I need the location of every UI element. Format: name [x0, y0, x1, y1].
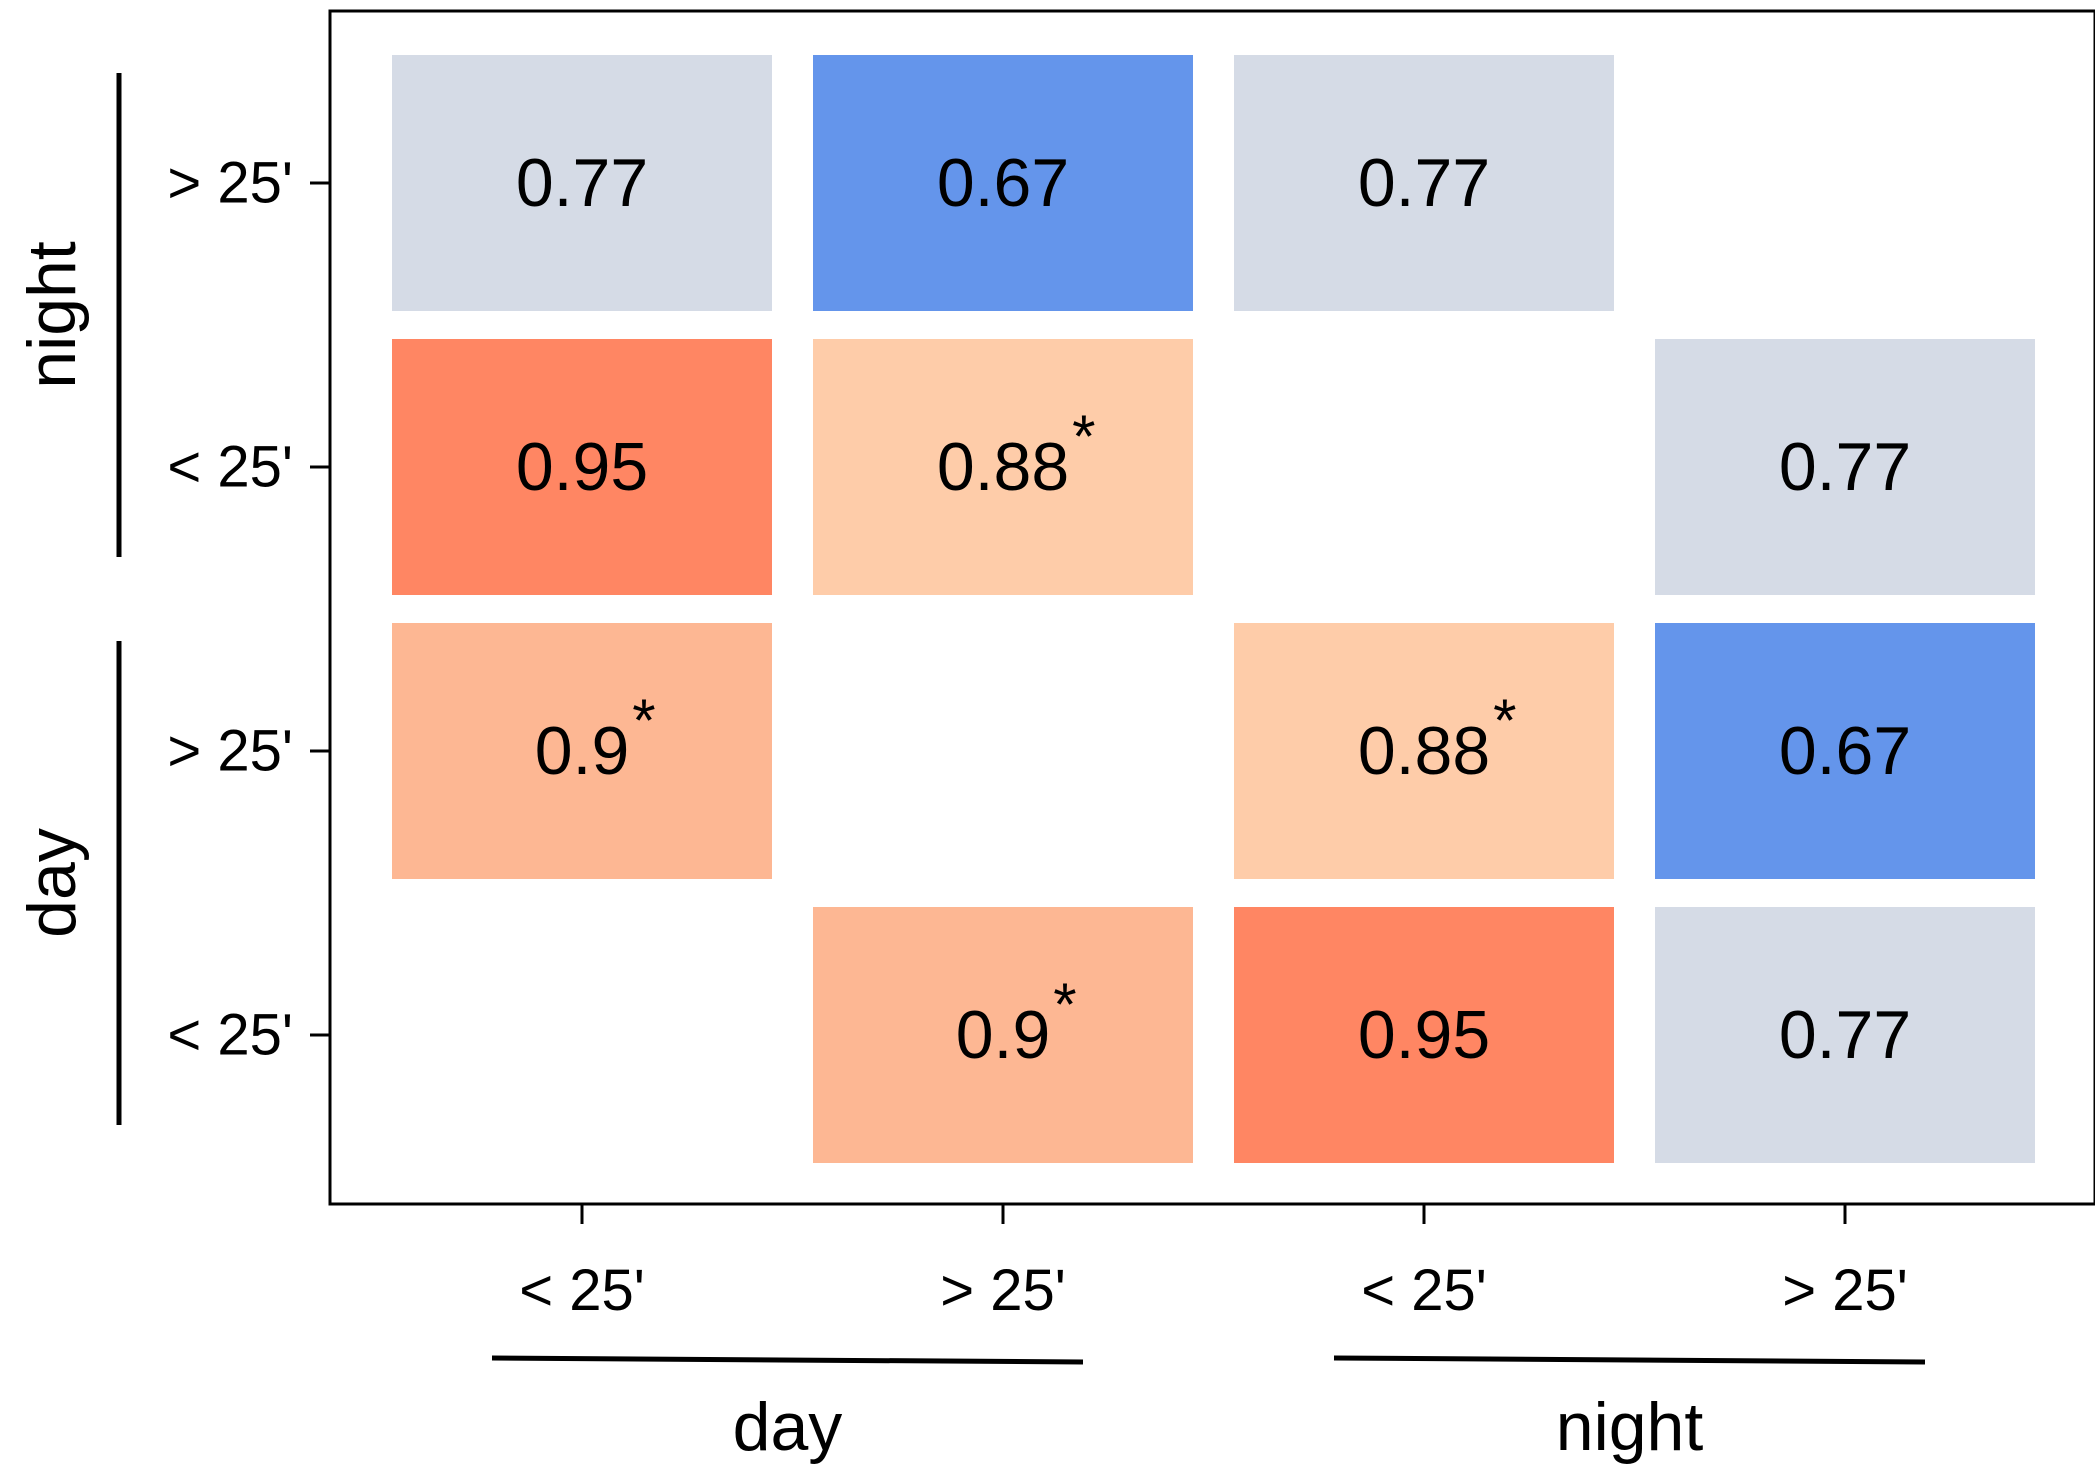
cell-value-label: 0.9 — [956, 997, 1051, 1073]
cell-value-label: 0.77 — [1779, 997, 1911, 1073]
heatmap-cell — [1655, 623, 2035, 879]
heatmap-cells: 0.77 0.67 0.770.95 0.88 * 0.770.9 * 0.88 * 0.670.… — [392, 55, 2035, 1163]
x-group-bracket — [1333, 1355, 1926, 1365]
y-axis: > 25' < 25' > 25' < 25' night day — [14, 73, 330, 1125]
cell-value-label: 0.77 — [516, 145, 648, 221]
y-tick-label: < 25' — [167, 435, 293, 500]
plot-frame — [328, 9, 2095, 1206]
heatmap-cell — [1234, 55, 1614, 311]
cell-value-label: 0.9 — [535, 713, 630, 789]
y-tick-label: < 25' — [167, 1003, 293, 1068]
heatmap-cell — [813, 339, 1193, 595]
heatmap-cell — [392, 623, 772, 879]
significance-marker: * — [1053, 971, 1076, 1038]
heatmap-cell — [813, 55, 1193, 311]
x-tick-label: < 25' — [519, 1258, 645, 1323]
x-group-label: night — [1556, 1389, 1704, 1465]
x-tick-label: < 25' — [1361, 1258, 1487, 1323]
cell-value-label: 0.95 — [1358, 997, 1490, 1073]
x-group-bracket — [491, 1355, 1084, 1365]
heatmap-cell — [392, 339, 772, 595]
heatmap-cell — [1234, 907, 1614, 1163]
y-tick-label: > 25' — [167, 151, 293, 216]
x-tick-label: > 25' — [940, 1258, 1066, 1323]
heatmap-cell — [1655, 907, 2035, 1163]
x-tick-label: > 25' — [1782, 1258, 1908, 1323]
heatmap-cell — [1655, 339, 2035, 595]
heatmap-cell — [392, 55, 772, 311]
x-axis: < 25' > 25' < 25' > 25' day night — [491, 1204, 1926, 1465]
significance-marker: * — [632, 687, 655, 754]
significance-marker: * — [1072, 403, 1095, 470]
y-group-label: day — [14, 828, 90, 938]
cell-value-label: 0.77 — [1779, 429, 1911, 505]
cell-value-label: 0.88 — [937, 429, 1069, 505]
heatmap-cell — [1234, 623, 1614, 879]
cell-value-label: 0.95 — [516, 429, 648, 505]
significance-marker: * — [1493, 687, 1516, 754]
y-tick-label: > 25' — [167, 719, 293, 784]
cell-value-label: 0.67 — [1779, 713, 1911, 789]
heatmap-cell — [813, 907, 1193, 1163]
x-group-label: day — [733, 1389, 843, 1465]
cell-value-label: 0.77 — [1358, 145, 1490, 221]
y-group-label: night — [14, 241, 90, 389]
cell-value-label: 0.88 — [1358, 713, 1490, 789]
cell-value-label: 0.67 — [937, 145, 1069, 221]
